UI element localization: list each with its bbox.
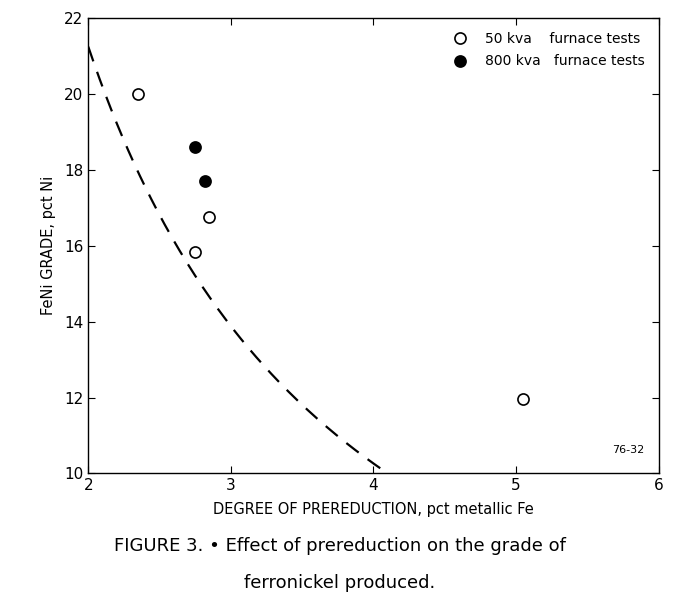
Point [204, 212, 215, 222]
X-axis label: DEGREE OF PREREDUCTION, pct metallic Fe: DEGREE OF PREREDUCTION, pct metallic Fe [213, 501, 534, 517]
Point [189, 246, 201, 256]
Point [132, 89, 143, 99]
Text: 76-32: 76-32 [612, 446, 644, 455]
Point [189, 142, 201, 152]
Point [200, 177, 210, 186]
Text: ferronickel produced.: ferronickel produced. [244, 574, 435, 592]
Point [517, 395, 528, 404]
Legend: 50 kva    furnace tests, 800 kva   furnace tests: 50 kva furnace tests, 800 kva furnace te… [439, 25, 652, 75]
Y-axis label: FeNi GRADE, pct Ni: FeNi GRADE, pct Ni [41, 176, 56, 316]
Text: FIGURE 3. • Effect of prereduction on the grade of: FIGURE 3. • Effect of prereduction on th… [113, 537, 566, 555]
